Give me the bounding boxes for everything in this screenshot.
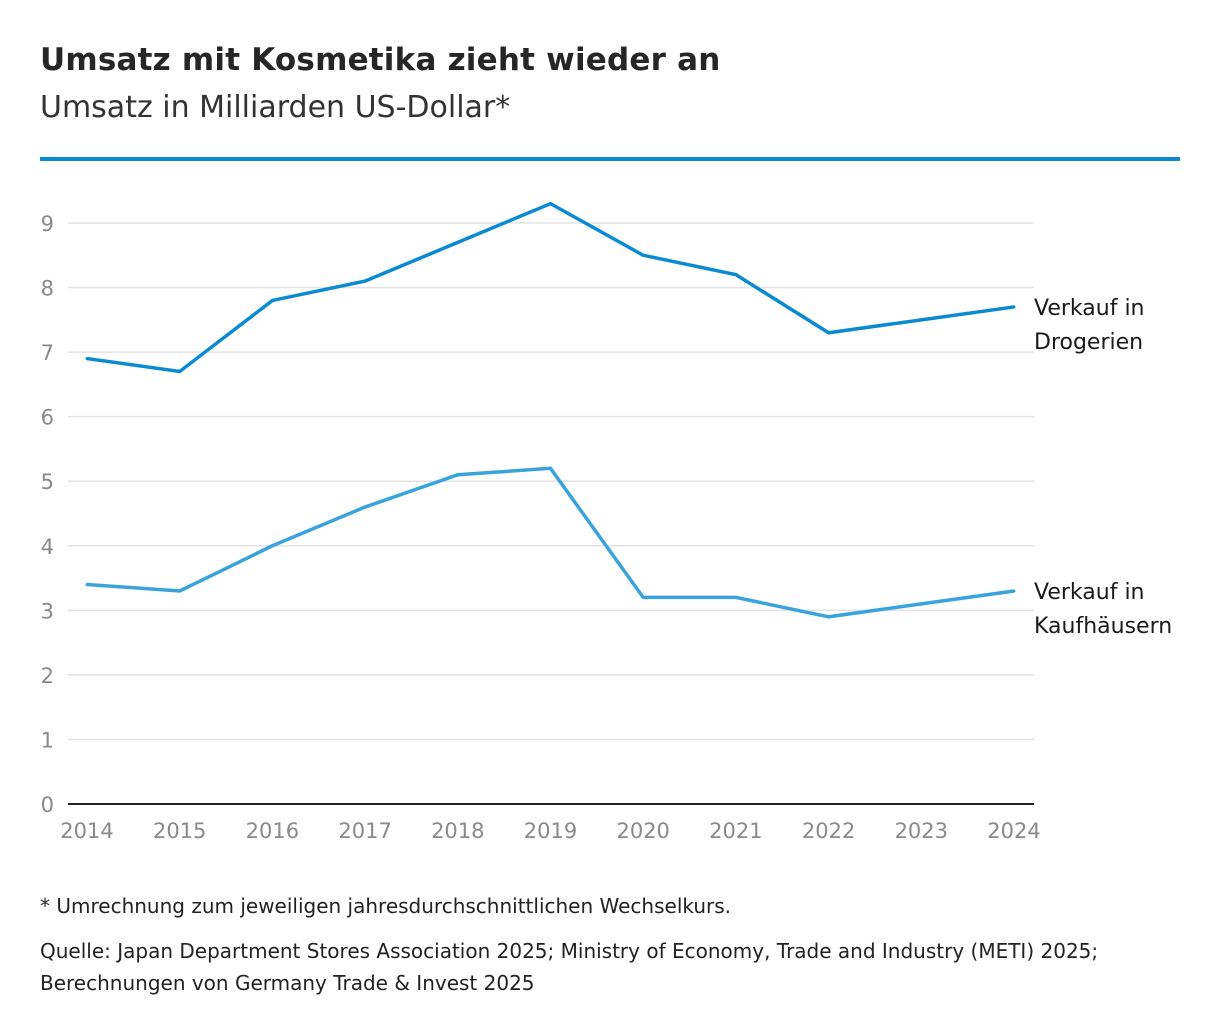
data-point	[827, 331, 831, 335]
x-tick-label: 2014	[60, 819, 113, 843]
data-point	[85, 357, 89, 361]
gridlines	[68, 222, 1034, 741]
data-point	[549, 202, 552, 206]
source-note: Quelle: Japan Department Stores Associat…	[40, 935, 1190, 999]
source-line-2: Berechnungen von Germany Trade & Invest …	[40, 971, 535, 995]
y-axis-ticks: 0 1 2 3 4 5 6 7 8 9	[41, 212, 54, 817]
series-label-line: Drogerien	[1034, 330, 1143, 355]
data-point	[85, 583, 89, 587]
data-point	[919, 318, 923, 322]
chart-subtitle: Umsatz in Milliarden US-Dollar*	[40, 90, 511, 125]
y-tick-label: 2	[41, 664, 54, 688]
series-label-line: Verkauf in	[1034, 580, 1145, 605]
x-tick-label: 2015	[153, 819, 206, 843]
data-point	[178, 589, 182, 593]
data-point	[827, 615, 831, 619]
data-point	[641, 253, 645, 257]
series-label-line: Kaufhäusern	[1034, 614, 1172, 639]
x-tick-label: 2020	[616, 819, 669, 843]
y-tick-label: 5	[41, 470, 54, 494]
x-tick-label: 2021	[709, 819, 762, 843]
data-point	[178, 369, 182, 373]
y-tick-label: 3	[41, 599, 54, 623]
x-tick-label: 2023	[895, 819, 948, 843]
y-tick-label: 4	[41, 535, 54, 559]
series-label-line: Verkauf in	[1034, 296, 1145, 321]
footnote: * Umrechnung zum jeweiligen jahresdurchs…	[40, 894, 732, 918]
y-tick-label: 7	[41, 341, 54, 365]
chart-title: Umsatz mit Kosmetika zieht wieder an	[40, 42, 721, 78]
data-point	[270, 298, 274, 302]
data-point	[363, 279, 367, 283]
y-tick-label: 6	[41, 406, 54, 430]
x-axis-ticks: 2014 2015 2016 2017 2018 2019 2020 2021 2022 2023…	[60, 819, 1040, 843]
y-tick-label: 8	[41, 277, 54, 301]
series-labels: Verkauf in Drogerien Verkauf in Kaufhäusern	[1034, 296, 1172, 639]
y-tick-label: 1	[41, 728, 54, 752]
data-point	[363, 505, 367, 509]
x-tick-label: 2017	[338, 819, 391, 843]
data-point	[1012, 589, 1016, 593]
data-point	[456, 473, 460, 477]
data-point	[549, 466, 552, 470]
data-point	[270, 544, 274, 548]
data-point	[919, 602, 923, 606]
y-tick-label: 0	[41, 793, 54, 817]
data-point	[456, 240, 460, 244]
data-point	[641, 595, 645, 599]
series-lines	[85, 201, 1016, 619]
series-line-kaufhaeuser	[86, 466, 1015, 619]
x-tick-label: 2018	[431, 819, 484, 843]
y-tick-label: 9	[41, 212, 54, 236]
x-tick-label: 2016	[246, 819, 299, 843]
source-line-1: Quelle: Japan Department Stores Associat…	[40, 939, 1099, 963]
data-point	[1012, 305, 1016, 309]
data-point	[734, 273, 738, 277]
x-tick-label: 2024	[987, 819, 1040, 843]
title-divider	[40, 157, 1180, 161]
data-point	[734, 595, 738, 599]
x-tick-label: 2022	[802, 819, 855, 843]
x-tick-label: 2019	[524, 819, 577, 843]
